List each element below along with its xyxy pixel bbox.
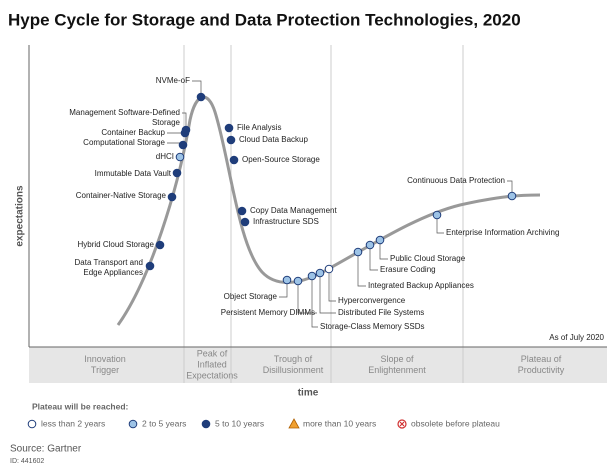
legend-label: 2 to 5 years	[142, 418, 186, 428]
node-marker	[315, 268, 325, 278]
leader-line	[357, 252, 366, 287]
leader-line	[311, 276, 318, 328]
node-label: Cloud Data Backup	[239, 135, 308, 144]
phase-label: Inflated	[197, 359, 227, 369]
node-label: Container Backup	[101, 128, 165, 137]
node-marker	[307, 271, 317, 281]
node-label: NVMe-oF	[156, 76, 190, 85]
node-marker	[145, 261, 155, 271]
leader-line	[328, 269, 336, 302]
node-marker	[172, 168, 182, 178]
node-marker	[224, 123, 234, 133]
leader-line	[182, 112, 187, 130]
node-label: Management Software-Defined	[69, 108, 180, 117]
phase-label: Trigger	[91, 365, 119, 375]
leader-line	[192, 80, 202, 97]
node-marker	[155, 240, 165, 250]
legend-marker	[27, 419, 37, 429]
legend-marker	[201, 419, 211, 429]
node-label: Data Transport and	[75, 258, 143, 267]
doc-id: ID: 441602	[10, 458, 44, 465]
node-label: Hybrid Cloud Storage	[78, 240, 155, 249]
node-marker	[175, 152, 185, 162]
node-marker	[507, 191, 517, 201]
node-label: Object Storage	[224, 292, 278, 301]
node-marker	[240, 217, 250, 227]
y-label: expectations	[15, 185, 26, 247]
node-marker	[167, 192, 177, 202]
node-label: Distributed File Systems	[338, 308, 424, 317]
phase-label: Expectations	[186, 370, 238, 380]
legend-label: obsolete before plateau	[411, 418, 500, 428]
node-label: Persistent Memory DIMMs	[221, 308, 315, 317]
node-marker	[375, 235, 385, 245]
legend-marker	[128, 419, 138, 429]
legend-label: more than 10 years	[303, 418, 376, 428]
node-label: Computational Storage	[83, 138, 165, 147]
phase-label: Innovation	[84, 354, 126, 364]
node-marker	[353, 247, 363, 257]
phase-label: Enlightenment	[368, 365, 426, 375]
legend-label: 5 to 10 years	[215, 418, 264, 428]
phase-dividers	[183, 45, 464, 383]
phase-label: Productivity	[518, 365, 565, 375]
leader-line	[507, 180, 513, 196]
node-marker	[229, 155, 239, 165]
node-label: Continuous Data Protection	[407, 176, 505, 185]
node-marker	[432, 210, 442, 220]
node-label: Copy Data Management	[250, 206, 337, 215]
leader-line	[369, 245, 378, 271]
node-marker	[365, 240, 375, 250]
node-label: Hyperconvergence	[338, 296, 406, 305]
node-label: Container-Native Storage	[76, 191, 167, 200]
node-marker	[180, 128, 190, 138]
node-marker	[178, 140, 188, 150]
x-label: time	[298, 388, 319, 399]
phase-label: Slope of	[380, 354, 414, 364]
phase-label: Trough of	[274, 354, 313, 364]
node-label: Enterprise Information Archiving	[446, 228, 559, 237]
node-marker	[196, 92, 206, 102]
node-label: Public Cloud Storage	[390, 254, 466, 263]
leader-line	[436, 215, 444, 234]
node-marker	[293, 276, 303, 286]
node-label: Edge Appliances	[83, 268, 143, 277]
legend-marker	[288, 418, 300, 429]
legend-title: Plateau will be reached:	[32, 401, 129, 411]
leader-line	[297, 281, 317, 314]
node-label: Infrastructure SDS	[253, 217, 319, 226]
node-marker	[237, 206, 247, 216]
node-label: dHCI	[156, 152, 174, 161]
leader-line	[379, 240, 388, 260]
node-label: Integrated Backup Appliances	[368, 281, 474, 290]
node-label: Storage	[152, 118, 181, 127]
leader-line	[279, 280, 288, 298]
legend-label: less than 2 years	[41, 418, 105, 428]
node-label: Storage-Class Memory SSDs	[320, 322, 424, 331]
node-label: File Analysis	[237, 123, 281, 132]
source: Source: Gartner	[10, 444, 82, 455]
phase-label: Disillusionment	[263, 365, 324, 375]
phase-band	[29, 347, 607, 383]
node-marker	[324, 264, 334, 274]
node-label: Erasure Coding	[380, 265, 436, 274]
node-marker	[226, 135, 236, 145]
as-of: As of July 2020	[549, 333, 604, 342]
node-label: Open-Source Storage	[242, 155, 320, 164]
title: Hype Cycle for Storage and Data Protecti…	[8, 10, 521, 29]
phase-label: Peak of	[197, 348, 228, 358]
node-marker	[282, 275, 292, 285]
legend-marker	[399, 421, 405, 427]
phase-label: Plateau of	[521, 354, 562, 364]
node-label: Immutable Data Vault	[95, 169, 172, 178]
leader-line	[319, 273, 336, 314]
